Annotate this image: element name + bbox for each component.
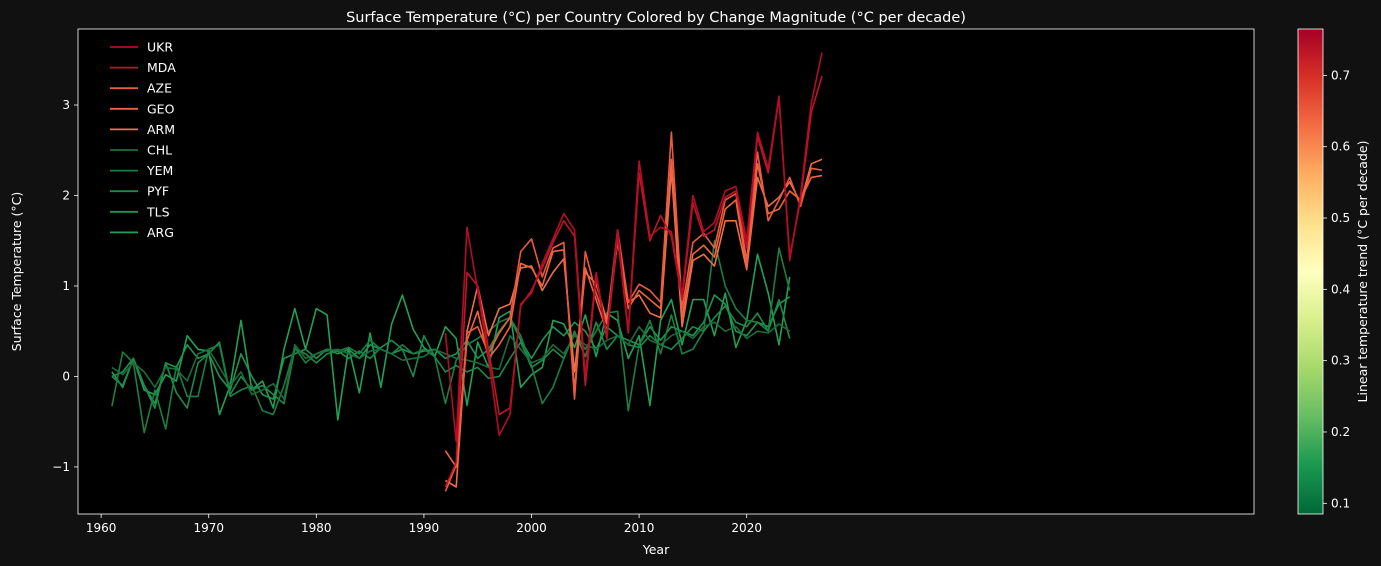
y-tick-label: 2 — [62, 188, 70, 202]
legend-label-chl: CHL — [147, 143, 172, 158]
legend-label-pyf: PYF — [147, 184, 169, 199]
x-axis-label: Year — [642, 542, 670, 557]
x-tick-label: 1990 — [409, 521, 440, 535]
x-tick-label: 1980 — [301, 521, 332, 535]
colorbar-tick-label: 0.3 — [1331, 354, 1350, 368]
legend-label-arm: ARM — [147, 122, 175, 137]
x-tick-label: 2020 — [731, 521, 762, 535]
y-tick-label: −1 — [52, 460, 70, 474]
x-axis: 1960 1970 1980 1990 2000 2010 2020 — [86, 514, 762, 535]
legend-label-aze: AZE — [147, 81, 172, 96]
series-line-arg — [111, 253, 791, 421]
series-lines — [111, 52, 823, 492]
x-tick-label: 2010 — [624, 521, 655, 535]
legend-label-ukr: UKR — [147, 40, 173, 55]
colorbar-label: Linear temperature trend (°C per decade) — [1355, 141, 1370, 403]
y-axis: −1 0 1 2 3 — [52, 98, 78, 474]
y-tick-label: 1 — [62, 279, 70, 293]
series-line-chl — [111, 321, 791, 400]
legend: UKR MDA AZE GEO ARM CHL YEM PYF TLS ARG — [110, 40, 176, 240]
chart-title: Surface Temperature (°C) per Country Col… — [346, 10, 966, 26]
series-line-geo — [444, 158, 823, 468]
colorbar-tick-label: 0.7 — [1331, 68, 1350, 82]
colorbar-ticks: 0.1 0.2 0.3 0.4 0.5 0.6 0.7 — [1323, 68, 1350, 510]
y-tick-label: 0 — [62, 369, 70, 383]
plot-area — [77, 28, 1255, 515]
legend-label-arg: ARG — [147, 225, 174, 240]
series-line-aze — [444, 131, 823, 492]
colorbar-tick-label: 0.6 — [1331, 140, 1350, 154]
y-tick-label: 3 — [62, 98, 70, 112]
colorbar — [1297, 28, 1324, 515]
x-tick-label: 2000 — [516, 521, 547, 535]
y-axis-label: Surface Temperature (°C) — [9, 192, 24, 351]
colorbar-tick-label: 0.5 — [1331, 211, 1350, 225]
legend-label-yem: YEM — [146, 163, 173, 178]
colorbar-tick-label: 0.1 — [1331, 496, 1350, 510]
x-tick-label: 1960 — [86, 521, 117, 535]
legend-label-tls: TLS — [146, 204, 170, 219]
legend-label-geo: GEO — [147, 101, 175, 116]
colorbar-tick-label: 0.2 — [1331, 425, 1350, 439]
colorbar-tick-label: 0.4 — [1331, 282, 1350, 296]
legend-label-mda: MDA — [147, 60, 176, 75]
series-line-ukr — [444, 52, 823, 443]
x-tick-label: 1970 — [193, 521, 224, 535]
